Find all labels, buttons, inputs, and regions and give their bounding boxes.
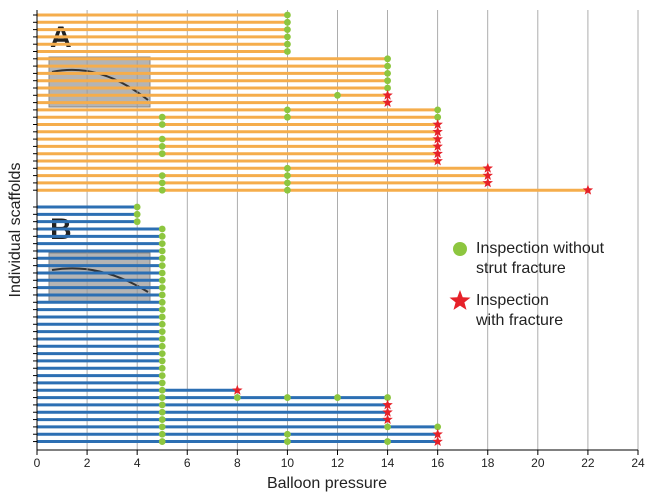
ok-dot — [159, 365, 166, 372]
ok-dot — [159, 409, 166, 416]
x-axis-label: Balloon pressure — [267, 475, 387, 492]
x-tick-label: 8 — [234, 456, 241, 470]
x-tick-label: 0 — [34, 456, 41, 470]
x-tick-label: 20 — [531, 456, 545, 470]
ok-dot — [234, 394, 241, 401]
x-tick-label: 16 — [431, 456, 445, 470]
x-tick-label: 4 — [134, 456, 141, 470]
x-tick-label: 12 — [331, 456, 345, 470]
x-tick-label: 18 — [481, 456, 495, 470]
ok-dot — [159, 424, 166, 431]
ok-dot — [334, 92, 341, 99]
ok-dot — [159, 292, 166, 299]
ok-dot — [159, 416, 166, 423]
ok-dot — [284, 34, 291, 41]
ok-dot — [159, 121, 166, 128]
ok-dot — [284, 26, 291, 33]
legend-fracture-icon — [450, 290, 471, 310]
ok-dot — [159, 226, 166, 233]
ok-dot — [384, 77, 391, 84]
ok-dot — [284, 438, 291, 445]
ok-dot — [159, 248, 166, 255]
ok-dot — [384, 63, 391, 70]
ok-dot — [159, 321, 166, 328]
ok-dot — [159, 187, 166, 194]
x-tick-label: 24 — [631, 456, 645, 470]
ok-dot — [334, 394, 341, 401]
ok-dot — [159, 372, 166, 379]
ok-dot — [384, 70, 391, 77]
ok-dot — [159, 172, 166, 179]
x-tick-label: 22 — [581, 456, 595, 470]
ok-dot — [159, 136, 166, 143]
legend-text: strut fracture — [476, 260, 566, 277]
ok-dot — [284, 12, 291, 19]
ok-dot — [159, 262, 166, 269]
ok-dot — [159, 284, 166, 291]
ok-dot — [159, 358, 166, 365]
ok-dot — [159, 394, 166, 401]
ok-dot — [284, 19, 291, 26]
ok-dot — [284, 41, 291, 48]
legend-text: Inspection without — [476, 240, 605, 257]
ok-dot — [159, 143, 166, 150]
ok-dot — [159, 314, 166, 321]
ok-dot — [159, 336, 166, 343]
ok-dot — [159, 306, 166, 313]
ok-dot — [159, 240, 166, 247]
ok-dot — [134, 218, 141, 225]
ok-dot — [284, 48, 291, 55]
ok-dot — [159, 402, 166, 409]
ok-dot — [159, 150, 166, 157]
legend-text: Inspection — [476, 292, 549, 309]
ok-dot — [384, 424, 391, 431]
ok-dot — [159, 255, 166, 262]
y-axis-label: Individual scaffolds — [7, 163, 24, 298]
legend-ok-icon — [453, 242, 467, 256]
ok-dot — [134, 211, 141, 218]
ok-dot — [159, 114, 166, 121]
ok-dot — [159, 438, 166, 445]
ok-dot — [159, 380, 166, 387]
x-tick-label: 2 — [84, 456, 91, 470]
ok-dot — [159, 270, 166, 277]
ok-dot — [284, 394, 291, 401]
ok-dot — [384, 438, 391, 445]
ok-dot — [434, 107, 441, 114]
ok-dot — [159, 431, 166, 438]
x-tick-label: 10 — [281, 456, 295, 470]
ok-dot — [159, 343, 166, 350]
legend-text: with fracture — [475, 312, 563, 329]
ok-dot — [159, 299, 166, 306]
ok-dot — [159, 180, 166, 187]
ok-dot — [284, 187, 291, 194]
x-tick-label: 14 — [381, 456, 395, 470]
ok-dot — [284, 114, 291, 121]
ok-dot — [159, 350, 166, 357]
ok-dot — [159, 233, 166, 240]
ok-dot — [159, 328, 166, 335]
x-tick-label: 6 — [184, 456, 191, 470]
ok-dot — [384, 55, 391, 62]
chart: Balloon pressure Individual scaffolds 0 2… — [0, 0, 650, 494]
ok-dot — [284, 165, 291, 172]
ok-dot — [159, 277, 166, 284]
ok-dot — [134, 204, 141, 211]
ok-dot — [159, 387, 166, 394]
ok-dot — [284, 180, 291, 187]
page: {"chart_data": {"type": "scaffold", "x_l… — [0, 0, 650, 494]
ok-dot — [284, 431, 291, 438]
ok-dot — [284, 107, 291, 114]
ok-dot — [284, 172, 291, 179]
